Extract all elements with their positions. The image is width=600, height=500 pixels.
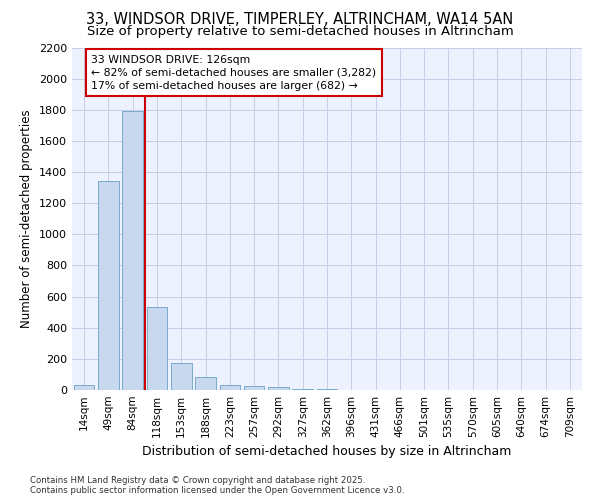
Bar — [74, 384, 94, 390]
Bar — [171, 363, 191, 390]
Bar — [146, 306, 167, 390]
Text: Contains HM Land Registry data © Crown copyright and database right 2025.
Contai: Contains HM Land Registry data © Crown c… — [30, 476, 404, 495]
Text: 33, WINDSOR DRIVE, TIMPERLEY, ALTRINCHAM, WA14 5AN: 33, WINDSOR DRIVE, TIMPERLEY, ALTRINCHAM… — [86, 12, 514, 28]
Bar — [98, 182, 119, 390]
Bar — [122, 112, 143, 390]
Bar — [220, 384, 240, 390]
Text: Size of property relative to semi-detached houses in Altrincham: Size of property relative to semi-detach… — [86, 25, 514, 38]
Y-axis label: Number of semi-detached properties: Number of semi-detached properties — [20, 110, 34, 328]
Bar — [244, 386, 265, 390]
Bar — [292, 389, 313, 390]
X-axis label: Distribution of semi-detached houses by size in Altrincham: Distribution of semi-detached houses by … — [142, 446, 512, 458]
Bar — [268, 386, 289, 390]
Bar — [317, 389, 337, 390]
Bar — [195, 377, 216, 390]
Text: 33 WINDSOR DRIVE: 126sqm
← 82% of semi-detached houses are smaller (3,282)
17% o: 33 WINDSOR DRIVE: 126sqm ← 82% of semi-d… — [91, 54, 377, 91]
